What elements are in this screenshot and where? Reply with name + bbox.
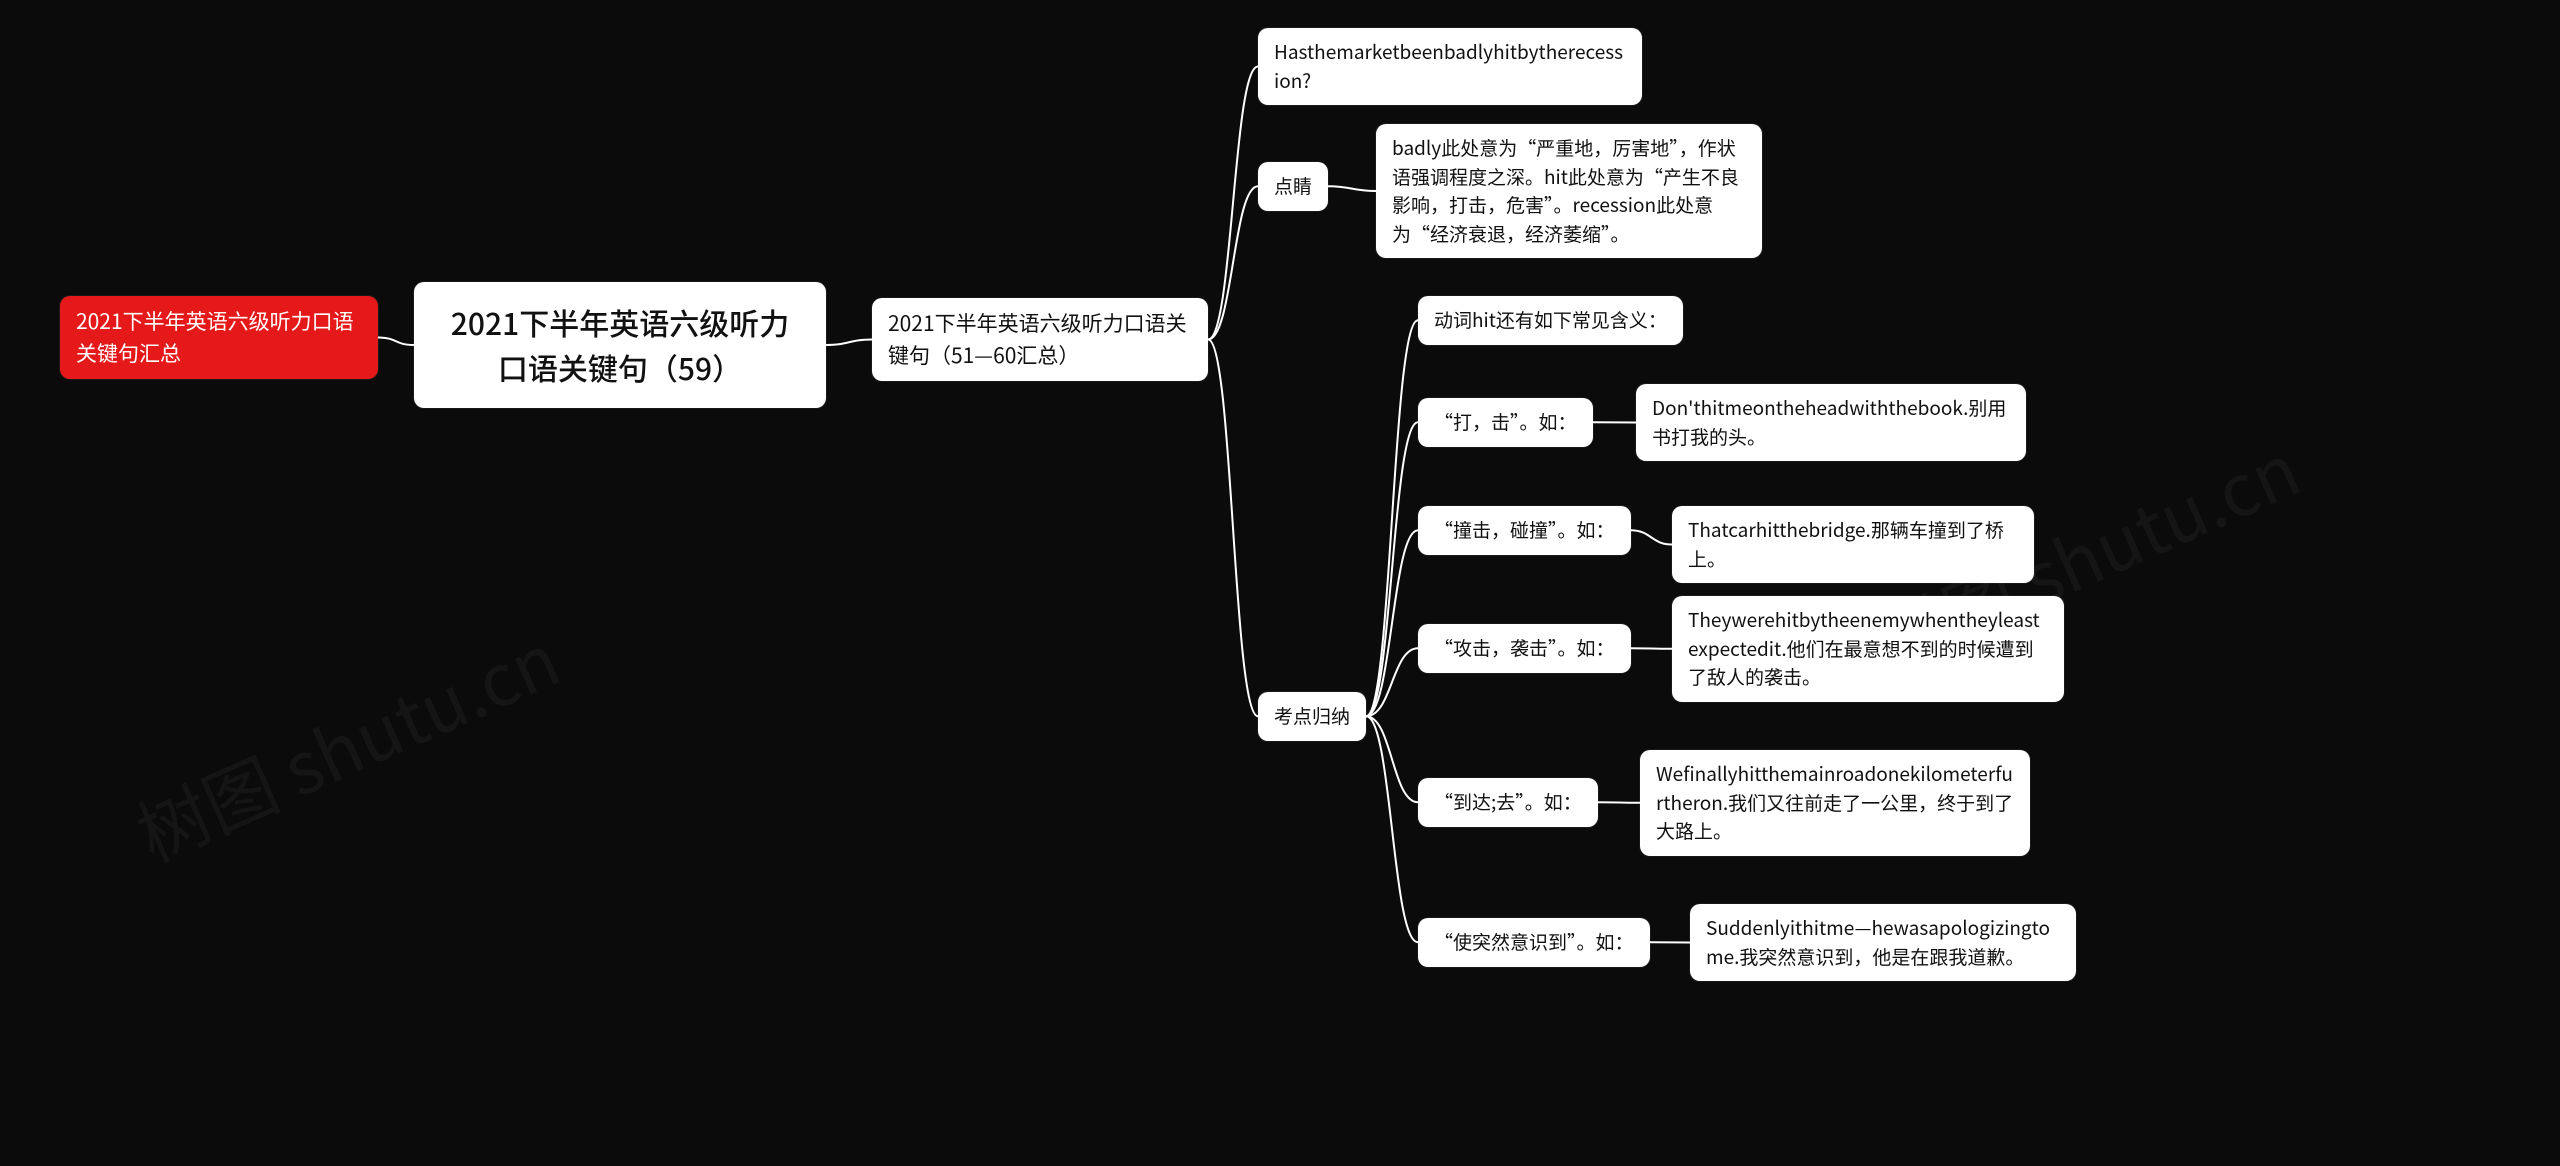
meaning-3-label-text: “攻击，袭击”。如： (1434, 634, 1615, 661)
kaodian-label-node[interactable]: 考点归纳 (1258, 692, 1366, 741)
meaning-2-label-text: “撞击，碰撞”。如： (1434, 516, 1615, 543)
example-sentence-node[interactable]: Hasthemarketbeenbadlyhitbytherecession? (1258, 28, 1642, 105)
watermark: 树图 shutu.cn (118, 603, 573, 883)
meaning-1-body-text: Don'thitmeontheheadwiththebook.别用书打我的头。 (1652, 394, 2006, 450)
meaning-1-label-node[interactable]: “打，击”。如： (1418, 398, 1593, 447)
meaning-4-body-node[interactable]: Wefinallyhitthemainroadonekilometerfurth… (1640, 750, 2030, 856)
meaning-2-label-node[interactable]: “撞击，碰撞”。如： (1418, 506, 1631, 555)
meaning-4-label-node[interactable]: “到达;去”。如： (1418, 778, 1598, 827)
root-title-node[interactable]: 2021下半年英语六级听力口语关键句汇总 (60, 296, 378, 379)
meaning-2-body-node[interactable]: Thatcarhitthebridge.那辆车撞到了桥上。 (1672, 506, 2034, 583)
kaodian-intro-node[interactable]: 动词hit还有如下常见含义： (1418, 296, 1683, 345)
root-title-text: 2021下半年英语六级听力口语关键句汇总 (76, 306, 354, 368)
meaning-5-label-node[interactable]: “使突然意识到”。如： (1418, 918, 1650, 967)
dianjing-body-text: badly此处意为“严重地，厉害地”，作状语强调程度之深。hit此处意为“产生不… (1392, 134, 1739, 247)
meaning-5-body-node[interactable]: Suddenlyithitme—hewasapologizingtome.我突然… (1690, 904, 2076, 981)
center-title-node[interactable]: 2021下半年英语六级听力口语关键句（59） (414, 282, 826, 408)
summary-text: 2021下半年英语六级听力口语关键句（51—60汇总） (888, 308, 1187, 370)
meaning-5-body-text: Suddenlyithitme—hewasapologizingtome.我突然… (1706, 914, 2050, 970)
center-title-text: 2021下半年英语六级听力口语关键句（59） (451, 300, 789, 389)
dianjing-body-node[interactable]: badly此处意为“严重地，厉害地”，作状语强调程度之深。hit此处意为“产生不… (1376, 124, 1762, 258)
dianjing-label-text: 点睛 (1274, 172, 1312, 199)
meaning-5-label-text: “使突然意识到”。如： (1434, 928, 1634, 955)
kaodian-label-text: 考点归纳 (1274, 702, 1350, 729)
meaning-1-label-text: “打，击”。如： (1434, 408, 1577, 435)
kaodian-intro-text: 动词hit还有如下常见含义： (1434, 306, 1667, 333)
meaning-2-body-text: Thatcarhitthebridge.那辆车撞到了桥上。 (1688, 516, 2004, 572)
dianjing-label-node[interactable]: 点睛 (1258, 162, 1328, 211)
meaning-3-body-text: Theywerehitbytheenemywhentheyleastexpect… (1688, 606, 2040, 690)
meaning-3-body-node[interactable]: Theywerehitbytheenemywhentheyleastexpect… (1672, 596, 2064, 702)
meaning-4-label-text: “到达;去”。如： (1434, 788, 1582, 815)
meaning-4-body-text: Wefinallyhitthemainroadonekilometerfurth… (1656, 760, 2013, 844)
meaning-3-label-node[interactable]: “攻击，袭击”。如： (1418, 624, 1631, 673)
meaning-1-body-node[interactable]: Don'thitmeontheheadwiththebook.别用书打我的头。 (1636, 384, 2026, 461)
example-sentence-text: Hasthemarketbeenbadlyhitbytherecession? (1274, 38, 1623, 94)
summary-node[interactable]: 2021下半年英语六级听力口语关键句（51—60汇总） (872, 298, 1208, 381)
